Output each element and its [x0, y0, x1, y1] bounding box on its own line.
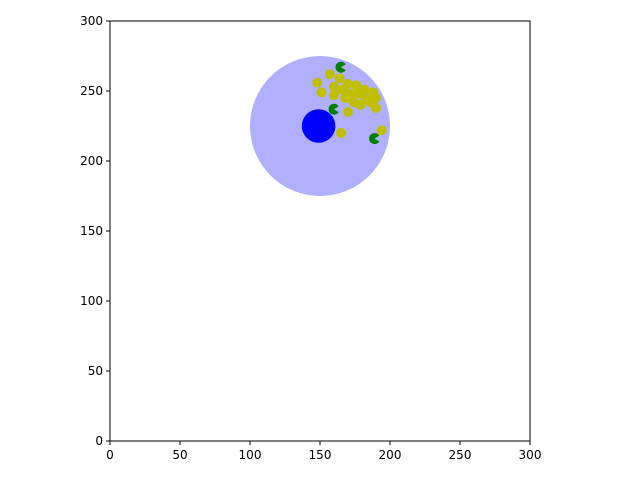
x-tick-label: 250: [449, 448, 472, 462]
x-tick-label: 200: [379, 448, 402, 462]
data-point: [351, 80, 362, 91]
data-point: [345, 88, 356, 99]
y-tick-label: 150: [80, 224, 103, 238]
data-point: [329, 81, 339, 92]
pacman-marker: [369, 133, 380, 145]
x-tick-label: 100: [239, 448, 262, 462]
data-point: [324, 69, 335, 80]
y-tick-label: 100: [80, 294, 103, 308]
data-point: [343, 107, 353, 117]
agent-circle: [301, 109, 336, 143]
data-point: [336, 128, 346, 138]
y-tick-label: 200: [80, 154, 103, 168]
data-point: [312, 77, 323, 88]
axis-ticks: 0 50 100 150 200 250 300 0 50 100 150 200 250 300: [80, 14, 541, 462]
x-tick-label: 150: [309, 448, 332, 462]
x-tick-label: 50: [172, 448, 187, 462]
y-tick-label: 50: [88, 364, 103, 378]
y-tick-label: 250: [80, 84, 103, 98]
data-point: [371, 93, 381, 103]
data-point: [334, 73, 345, 84]
pacman-marker: [335, 61, 346, 73]
data-point: [343, 79, 353, 89]
x-tick-label: 0: [106, 448, 114, 462]
data-point: [316, 87, 327, 98]
pacman-marker: [328, 103, 339, 115]
x-tick-label: 300: [519, 448, 542, 462]
plot-area: [250, 56, 390, 196]
y-tick-label: 0: [95, 434, 103, 448]
data-point: [376, 125, 387, 136]
y-tick-label: 300: [80, 14, 103, 28]
data-point: [359, 84, 370, 95]
data-point: [329, 90, 339, 101]
data-point: [371, 102, 381, 113]
